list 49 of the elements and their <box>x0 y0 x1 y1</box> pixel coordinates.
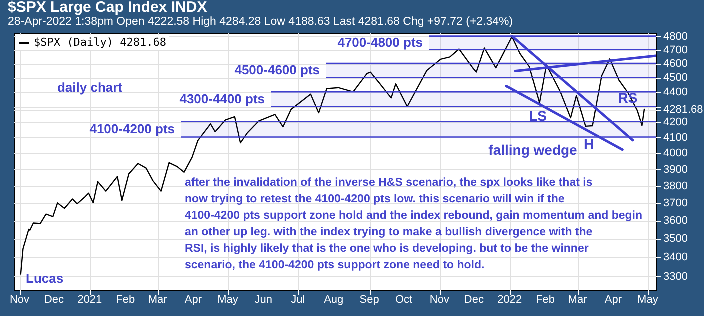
x-tick-label: 2022 <box>498 294 522 306</box>
x-tick-label: Mar <box>568 294 588 306</box>
x-tick-label: Apr <box>604 294 622 306</box>
y-tick-label: 3300 <box>664 270 688 283</box>
legend-label: $SPX (Daily) 4281.68 <box>34 36 166 49</box>
x-tick-label: Feb <box>536 294 556 306</box>
chart-subtitle: 28-Apr-2022 1:38pm Open 4222.58 High 4284.28 Low 4188.63 Last 4281.68 Chg +97.72 (+2.34%) <box>8 16 514 28</box>
x-tick-label: Jun <box>254 294 273 306</box>
band-label: 4100-4200 pts <box>90 122 175 137</box>
y-tick-label: 4400 <box>664 86 688 99</box>
annotation: daily chart <box>57 80 124 95</box>
x-tick-label: Sep <box>360 294 380 306</box>
x-tick-label: May <box>638 294 659 306</box>
x-tick-label: Aug <box>324 294 344 306</box>
y-tick-label: 4600 <box>664 58 688 70</box>
y-tick-label: 4000 <box>664 148 688 160</box>
y-tick-label: 4100 <box>664 132 688 144</box>
annotation: falling wedge <box>488 142 578 158</box>
line-series <box>20 36 646 275</box>
y-tick-label: 4700 <box>664 44 688 56</box>
annotation: LS <box>529 108 547 124</box>
y-tick-label: 3400 <box>664 252 688 264</box>
x-tick-label: May <box>218 294 239 306</box>
x-tick-label: Mar <box>148 294 168 306</box>
x-tick-label: Oct <box>395 294 413 306</box>
x-tick-label: Nov <box>10 294 30 306</box>
y-tick-label: 4500 <box>664 72 688 84</box>
annotation: H <box>584 136 594 152</box>
y-tick-label: 4200 <box>664 116 688 128</box>
band-label: 4500-4600 pts <box>234 62 320 78</box>
y-tick-label: 3600 <box>664 215 688 228</box>
x-tick-label: Feb <box>116 294 136 306</box>
y-tick-label: 3500 <box>664 233 688 246</box>
y-tick-label: 3900 <box>664 164 688 176</box>
x-tick-label: Apr <box>184 294 202 306</box>
y-tick-label: 3700 <box>664 198 688 210</box>
band-label: 4300-4400 pts <box>180 91 265 106</box>
x-tick-label: Jul <box>291 294 306 306</box>
x-tick-label: Dec <box>464 294 484 306</box>
y-tick-label: 4281.68 <box>664 104 704 116</box>
x-tick-label: 2021 <box>78 294 102 306</box>
chart-title: $SPX Large Cap Index INDX <box>8 0 208 16</box>
annotation: Lucas <box>26 271 64 286</box>
annotation: after the invalidation of the inverse H&S scenario, the spx looks like that is now trying to retest the 4100-4200 pts low. this scenario will win if the 4100-4200 pts support zone hold and the index rebound, gain momentum and begin an other up leg. with the index trying to make a bullish divergence with the RSI, is highly likely that is the one who is developing. but to be the winner scenario, the 4100-4200 pts support zone need to hold. <box>185 177 642 272</box>
x-tick-label: Nov <box>430 294 450 306</box>
band-label: 4700-4800 pts <box>338 35 423 50</box>
y-tick-label: 4800 <box>664 30 688 43</box>
x-tick-label: Dec <box>44 294 65 306</box>
y-tick-label: 3800 <box>664 180 688 192</box>
